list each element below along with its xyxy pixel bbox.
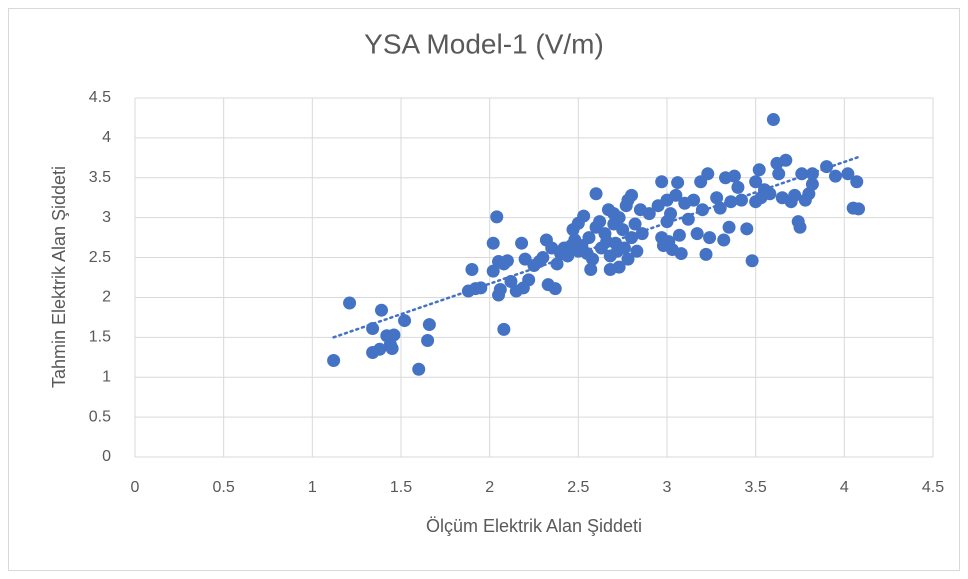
point [655, 175, 669, 189]
point [490, 210, 504, 224]
point [412, 362, 426, 376]
point [577, 209, 591, 223]
point [820, 160, 834, 174]
y-tick-label: 1 [102, 368, 111, 385]
point [713, 201, 727, 215]
point [465, 263, 479, 277]
point [486, 236, 500, 250]
point [672, 228, 686, 242]
point [515, 236, 529, 250]
marks [327, 113, 866, 376]
point [327, 353, 341, 367]
point [717, 233, 731, 247]
point [793, 220, 807, 234]
point [710, 191, 724, 205]
point [740, 222, 754, 236]
point [474, 281, 488, 295]
point [343, 296, 357, 310]
point [486, 264, 500, 278]
y-tick-label: 4 [102, 129, 111, 146]
point [788, 188, 802, 202]
point [749, 175, 763, 189]
point [422, 318, 436, 332]
point [628, 217, 642, 231]
point [536, 251, 550, 265]
point [548, 282, 562, 296]
x-tick-label: 2 [485, 479, 494, 496]
point [373, 342, 387, 356]
x-tick-label: 3 [663, 479, 672, 496]
trendline [332, 155, 860, 339]
chart-title: YSA Model-1 (V/m) [364, 28, 604, 59]
point [593, 215, 607, 229]
x-tick-label: 3.5 [745, 479, 767, 496]
point [642, 207, 656, 221]
point [621, 252, 635, 266]
point [664, 207, 678, 221]
y-tick-label: 2 [102, 289, 111, 306]
x-tick-label: 1.5 [390, 479, 412, 496]
point [852, 202, 866, 216]
x-tick-label: 2.5 [567, 479, 589, 496]
point [625, 188, 639, 202]
point [374, 303, 388, 317]
point [582, 231, 596, 245]
point [731, 180, 745, 194]
point [586, 252, 600, 266]
point [850, 175, 864, 189]
point [669, 188, 683, 202]
point [805, 177, 819, 191]
point [690, 227, 704, 241]
y-tick-label: 0.5 [89, 408, 111, 425]
y-tick-label: 3 [102, 209, 111, 226]
point [671, 176, 685, 190]
point [701, 167, 715, 181]
point [687, 193, 701, 207]
point [828, 169, 842, 183]
point [745, 254, 759, 268]
point [421, 334, 435, 348]
x-tick-label: 4.5 [922, 479, 944, 496]
point [500, 254, 514, 268]
point [550, 257, 564, 271]
x-tick-label: 4 [840, 479, 849, 496]
x-tick-label: 0 [131, 479, 140, 496]
point [722, 220, 736, 234]
point [522, 273, 536, 287]
point [589, 187, 603, 201]
point [616, 223, 630, 237]
point [763, 187, 777, 201]
point [612, 260, 626, 274]
point [841, 167, 855, 181]
y-tick-label: 0 [102, 448, 111, 465]
point [497, 322, 511, 336]
point [385, 342, 399, 356]
point [727, 169, 741, 183]
x-tick-label: 1 [308, 479, 317, 496]
y-tick-label: 2.5 [89, 249, 111, 266]
point [630, 244, 644, 258]
point [617, 241, 631, 255]
point [398, 314, 412, 328]
y-tick-label: 4.5 [89, 89, 111, 106]
point [766, 113, 780, 127]
point [584, 263, 598, 277]
point [674, 247, 688, 261]
point [772, 167, 786, 181]
y-tick-label: 1.5 [89, 329, 111, 346]
y-axis-label: Tahmin Elektrik Alan Şiddeti [49, 166, 69, 388]
point [493, 282, 507, 296]
point [703, 231, 717, 245]
point [387, 328, 401, 342]
point [752, 163, 766, 177]
point [504, 274, 518, 288]
x-tick-label: 0.5 [213, 479, 235, 496]
x-axis-label: Ölçüm Elektrik Alan Şiddeti [426, 516, 642, 536]
y-tick-label: 3.5 [89, 169, 111, 186]
point [699, 247, 713, 261]
point [779, 153, 793, 167]
point [612, 211, 626, 225]
